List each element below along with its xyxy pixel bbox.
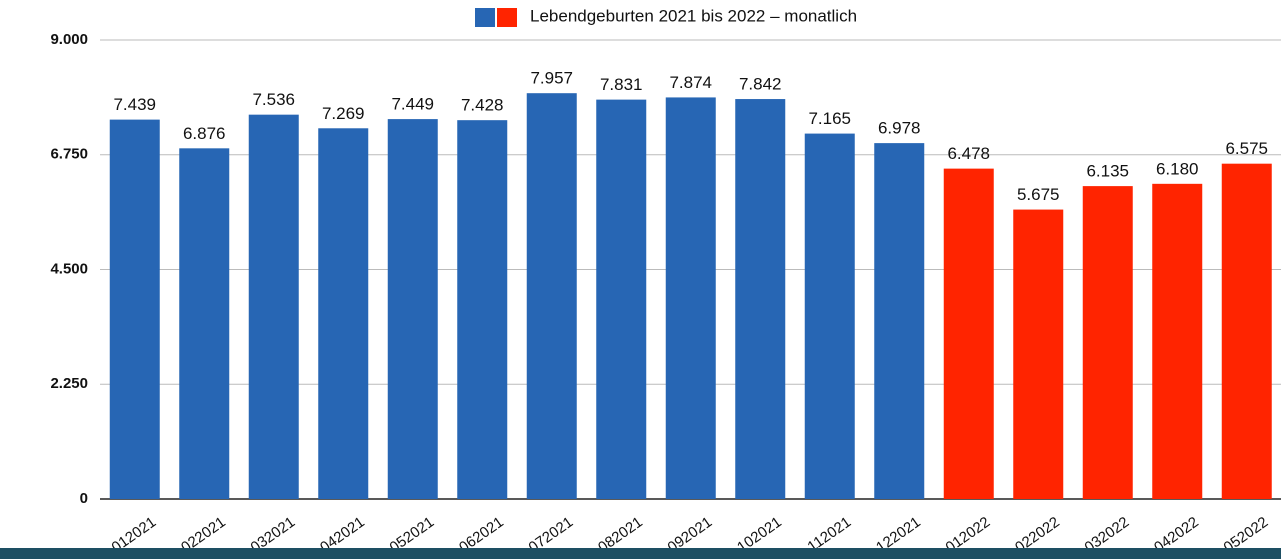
bar [457,120,508,499]
bottom-strip [0,548,1281,559]
data-label: 6.575 [1225,139,1268,158]
bar [943,168,994,499]
bar [735,99,786,500]
data-label: 7.874 [669,73,712,92]
bar [1221,163,1272,500]
data-label: 7.831 [600,75,643,94]
data-label: 7.449 [391,95,434,114]
y-tick-label: 0 [80,490,88,507]
data-label: 7.439 [113,95,156,114]
bar [596,99,647,499]
bar [1082,186,1133,500]
data-label: 7.842 [739,75,782,94]
data-label: 7.536 [252,90,295,109]
bar [1152,183,1203,499]
legend-label: Lebendgeburten 2021 bis 2022 – monatlich [530,6,857,25]
bar [387,119,438,499]
data-label: 5.675 [1017,185,1060,204]
bar [874,143,925,499]
y-tick-label: 4.500 [50,260,88,277]
bar [526,93,577,500]
bar [109,119,160,500]
data-label: 6.180 [1156,159,1199,178]
data-label: 7.269 [322,104,365,123]
bar [248,114,299,499]
data-label: 7.957 [530,69,573,88]
data-label: 7.165 [808,109,851,128]
data-label: 7.428 [461,96,504,115]
data-label: 6.478 [947,144,990,163]
legend-swatch [497,8,517,27]
bar [318,128,369,499]
y-tick-label: 6.750 [50,146,88,163]
y-tick-label: 2.250 [50,375,88,392]
data-label: 6.978 [878,119,921,138]
bar [804,133,855,499]
data-label: 6.135 [1086,162,1129,181]
y-tick-label: 9.000 [50,31,88,48]
bar [179,148,230,499]
bar [1013,209,1064,499]
bar [665,97,716,500]
legend-swatch [475,8,495,27]
data-label: 6.876 [183,124,226,143]
